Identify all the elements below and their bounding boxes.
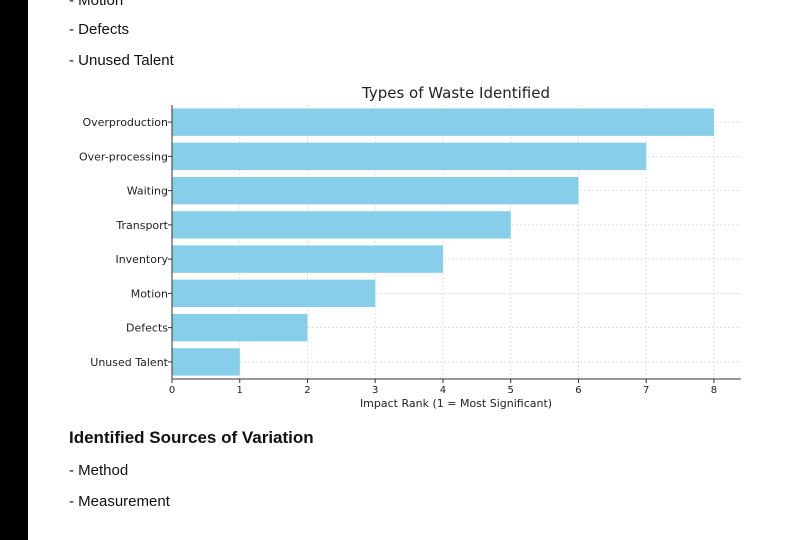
bar-overproduction — [172, 108, 714, 136]
bar-transport — [172, 211, 511, 239]
y-tick-label: Overproduction — [82, 116, 168, 129]
waste-list-item-defects: - Defects — [69, 21, 130, 38]
y-tick-label: Over-processing — [79, 150, 168, 163]
bar-waiting — [172, 176, 579, 205]
y-tick-label: Motion — [131, 287, 168, 300]
waste-list-item-motion: - Motion — [69, 0, 124, 9]
bar-over-processing — [172, 142, 647, 171]
y-tick-label: Inventory — [115, 253, 168, 266]
x-tick-label: 2 — [304, 385, 310, 396]
bar-motion — [172, 279, 376, 308]
x-tick-label: 6 — [575, 385, 581, 396]
variation-item-measurement: - Measurement — [69, 493, 170, 510]
x-tick-label: 5 — [508, 385, 514, 396]
bar-unused-talent — [172, 348, 240, 376]
x-tick-label: 8 — [711, 385, 717, 396]
x-tick-label: 7 — [643, 385, 649, 396]
y-tick-label: Transport — [115, 219, 168, 232]
chart-bars — [172, 108, 714, 376]
left-edge-bar — [0, 0, 28, 540]
y-tick-label: Unused Talent — [90, 356, 168, 369]
x-tick-label: 3 — [372, 385, 378, 396]
chart-title: Types of Waste Identified — [361, 84, 550, 102]
bar-defects — [172, 313, 308, 342]
x-tick-label: 1 — [237, 385, 243, 396]
y-tick-label: Waiting — [127, 185, 168, 198]
chart-ticks: 0 1 2 3 4 5 6 7 8 Overproduction Over-processing Wa… — [79, 116, 717, 396]
bar-inventory — [172, 245, 443, 273]
x-axis-label: Impact Rank (1 = Most Significant) — [360, 397, 552, 410]
y-tick-label: Defects — [126, 322, 168, 335]
variation-item-method: - Method — [69, 462, 129, 479]
section-heading-variation: Identified Sources of Variation — [69, 428, 314, 447]
x-tick-label: 0 — [169, 385, 175, 396]
waste-list-item-unused-talent: - Unused Talent — [69, 52, 174, 69]
x-tick-label: 4 — [440, 385, 446, 396]
waste-bar-chart: Types of Waste Identified 0 1 2 3 4 5 6 7 8 Overp… — [79, 84, 741, 410]
